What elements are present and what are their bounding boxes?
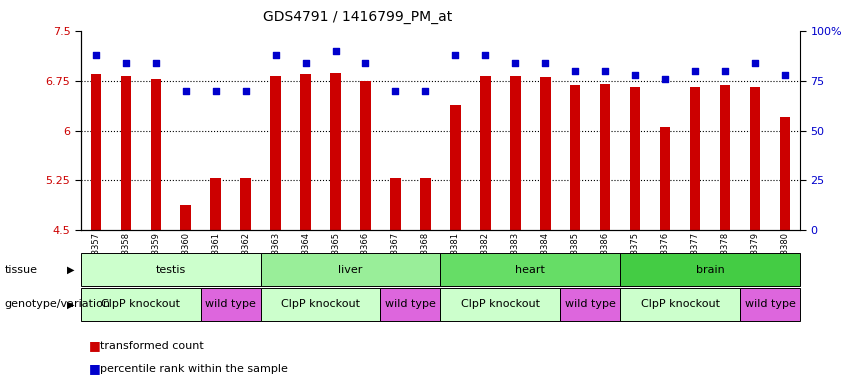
Bar [180, 205, 191, 230]
Point [239, 88, 253, 94]
Bar [260, 288, 380, 321]
Bar [630, 87, 641, 230]
Point [358, 60, 372, 66]
Text: ClpP knockout: ClpP knockout [281, 299, 360, 310]
Bar [420, 179, 431, 230]
Text: wild type: wild type [745, 299, 796, 310]
Text: ■: ■ [89, 339, 101, 352]
Bar [391, 179, 401, 230]
Point [748, 60, 762, 66]
Bar [560, 288, 620, 321]
Bar [540, 77, 551, 230]
Bar [151, 79, 161, 230]
Point [419, 88, 432, 94]
Text: testis: testis [156, 265, 186, 275]
Text: ▶: ▶ [67, 265, 74, 275]
Bar [450, 105, 460, 230]
Point [89, 51, 103, 58]
Point [208, 88, 222, 94]
Text: percentile rank within the sample: percentile rank within the sample [100, 364, 288, 374]
Point [179, 88, 192, 94]
Point [659, 76, 672, 82]
Bar [90, 74, 101, 230]
Text: genotype/variation: genotype/variation [4, 299, 111, 310]
Text: wild type: wild type [205, 299, 256, 310]
Bar [380, 288, 440, 321]
Bar [600, 84, 610, 230]
Bar [750, 87, 760, 230]
Text: ClpP knockout: ClpP knockout [101, 299, 180, 310]
Point [568, 68, 582, 74]
Point [509, 60, 523, 66]
Bar [480, 76, 490, 230]
Bar [660, 127, 671, 230]
Point [269, 51, 283, 58]
Point [299, 60, 312, 66]
Text: GDS4791 / 1416799_PM_at: GDS4791 / 1416799_PM_at [263, 10, 452, 23]
Text: ClpP knockout: ClpP knockout [461, 299, 540, 310]
Text: liver: liver [339, 265, 363, 275]
Point [539, 60, 552, 66]
Bar [201, 288, 260, 321]
Bar [620, 253, 800, 286]
Point [389, 88, 403, 94]
Bar [510, 76, 521, 230]
Point [718, 68, 732, 74]
Point [328, 48, 342, 54]
Bar [570, 85, 580, 230]
Bar [81, 288, 201, 321]
Bar [740, 288, 800, 321]
Bar [690, 87, 700, 230]
Text: heart: heart [516, 265, 545, 275]
Text: tissue: tissue [4, 265, 37, 275]
Bar [300, 74, 311, 230]
Text: ClpP knockout: ClpP knockout [641, 299, 720, 310]
Point [778, 71, 791, 78]
Bar [260, 253, 440, 286]
Text: ▶: ▶ [67, 299, 74, 310]
Text: ■: ■ [89, 362, 101, 375]
Bar [330, 73, 340, 230]
Text: brain: brain [695, 265, 724, 275]
Text: transformed count: transformed count [100, 341, 204, 351]
Point [149, 60, 163, 66]
Bar [720, 85, 730, 230]
Bar [360, 81, 371, 230]
Text: wild type: wild type [565, 299, 615, 310]
Bar [210, 179, 221, 230]
Bar [81, 253, 260, 286]
Bar [780, 117, 791, 230]
Bar [240, 179, 251, 230]
Point [688, 68, 702, 74]
Bar [121, 76, 131, 230]
Point [628, 71, 642, 78]
Bar [440, 288, 560, 321]
Text: wild type: wild type [385, 299, 436, 310]
Point [119, 60, 133, 66]
Bar [620, 288, 740, 321]
Point [448, 51, 462, 58]
Bar [271, 76, 281, 230]
Bar [440, 253, 620, 286]
Point [478, 51, 492, 58]
Point [598, 68, 612, 74]
